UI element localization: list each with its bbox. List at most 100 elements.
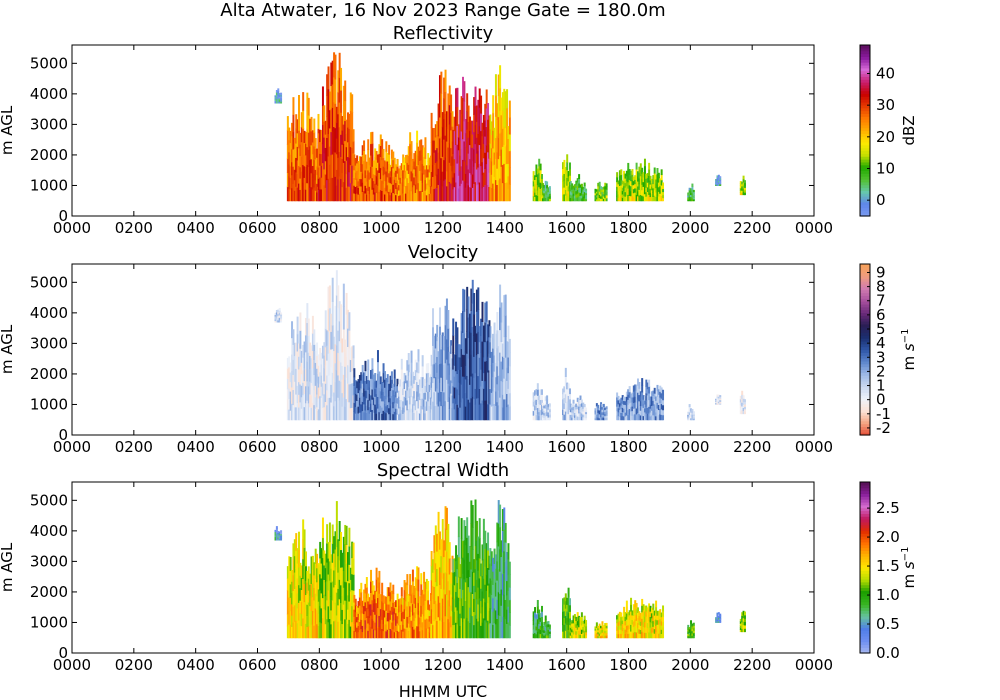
heatmap-cell [597,197,600,202]
heatmap-cell [317,189,320,202]
heatmap-cell [616,626,619,631]
heatmap-cell [450,605,453,617]
heatmap-cell [657,409,660,416]
heatmap-cell [532,410,535,416]
heatmap-cell [632,385,635,392]
heatmap-cell [639,194,642,202]
heatmap-cell [430,354,433,367]
heatmap-cell [627,409,630,416]
heatmap-cell [627,399,630,405]
heatmap-cell [543,621,546,626]
heatmap-cell [687,414,690,417]
heatmap-cell [688,414,691,418]
heatmap-cell [455,370,458,388]
heatmap-cell [368,630,371,639]
heatmap-cell [376,193,379,202]
heatmap-cell [326,158,329,181]
heatmap-cell [289,142,292,155]
heatmap-cell [334,343,337,364]
heatmap-cell [368,413,371,421]
heatmap-cell [390,149,393,159]
heatmap-cell [321,557,324,579]
heatmap-cell [393,186,396,195]
heatmap-cell [631,619,634,625]
heatmap-cell [547,623,550,628]
heatmap-cell [464,173,467,188]
heatmap-cell [499,329,502,353]
heatmap-cell [275,537,278,541]
heatmap-cell [293,588,296,606]
heatmap-cell [304,565,307,581]
x-tick-label: 0000 [53,219,91,237]
colorbar-swatch [860,127,870,132]
heatmap-cell [280,317,283,320]
heatmap-cell [448,363,451,375]
heatmap-cell [389,610,392,620]
heatmap-cell [688,634,691,637]
heatmap-cell [719,183,722,186]
heatmap-cell [427,382,430,392]
heatmap-cell [441,332,444,348]
heatmap-cell [445,318,448,340]
heatmap-cell [296,187,299,202]
heatmap-cell [478,557,481,579]
heatmap-cell [489,143,492,159]
heatmap-cell [357,385,360,394]
colorbar-swatch [860,79,870,83]
heatmap-cell [376,162,379,171]
heatmap-cell [604,188,607,193]
heatmap-cell [460,165,463,184]
heatmap-cell [314,362,317,375]
heatmap-cell [473,293,476,315]
heatmap-cell [569,194,572,198]
heatmap-cell [480,335,483,353]
heatmap-cell [421,387,424,399]
heatmap-cell [717,620,720,623]
heatmap-cell [409,372,412,381]
heatmap-cell [330,131,333,156]
heatmap-cell [691,630,694,634]
heatmap-cell [316,581,319,597]
heatmap-cell [471,147,474,162]
heatmap-cell [278,531,281,534]
heatmap-cell [618,416,621,421]
heatmap-cell [579,627,582,632]
heatmap-cell [365,383,368,392]
heatmap-cell [578,196,581,202]
heatmap-cell [433,569,436,587]
heatmap-cell [295,585,298,604]
heatmap-cell [649,404,652,409]
heatmap-cell [462,288,464,312]
heatmap-cell [448,605,451,623]
heatmap-cell [500,97,503,116]
heatmap-cell [604,194,607,199]
heatmap-cell [470,397,473,421]
heatmap-cell [478,617,481,639]
heatmap-cell [403,628,406,639]
heatmap-cell [375,579,378,592]
heatmap-cell [407,593,410,602]
heatmap-cell [364,162,367,171]
colorbar-swatch [860,59,870,63]
heatmap-cell [389,628,392,639]
heatmap-cell [597,182,600,187]
heatmap-cell [500,114,503,133]
heatmap-cell [459,382,462,396]
heatmap-cell [569,629,572,634]
heatmap-cell [327,589,330,607]
heatmap-cell [304,143,307,156]
x-tick-label: 1400 [486,656,524,674]
heatmap-cell [470,523,473,547]
heatmap-cell [370,189,373,202]
heatmap-cell [575,406,578,410]
heatmap-cell [494,609,497,625]
heatmap-cell [717,394,720,397]
heatmap-cell [352,141,355,154]
heatmap-cell [413,184,416,194]
heatmap-cell [411,592,414,605]
heatmap-cell [489,577,492,594]
heatmap-cell [477,587,480,605]
heatmap-cell [444,69,447,93]
heatmap-cell [594,635,597,639]
heatmap-cell [503,378,506,400]
